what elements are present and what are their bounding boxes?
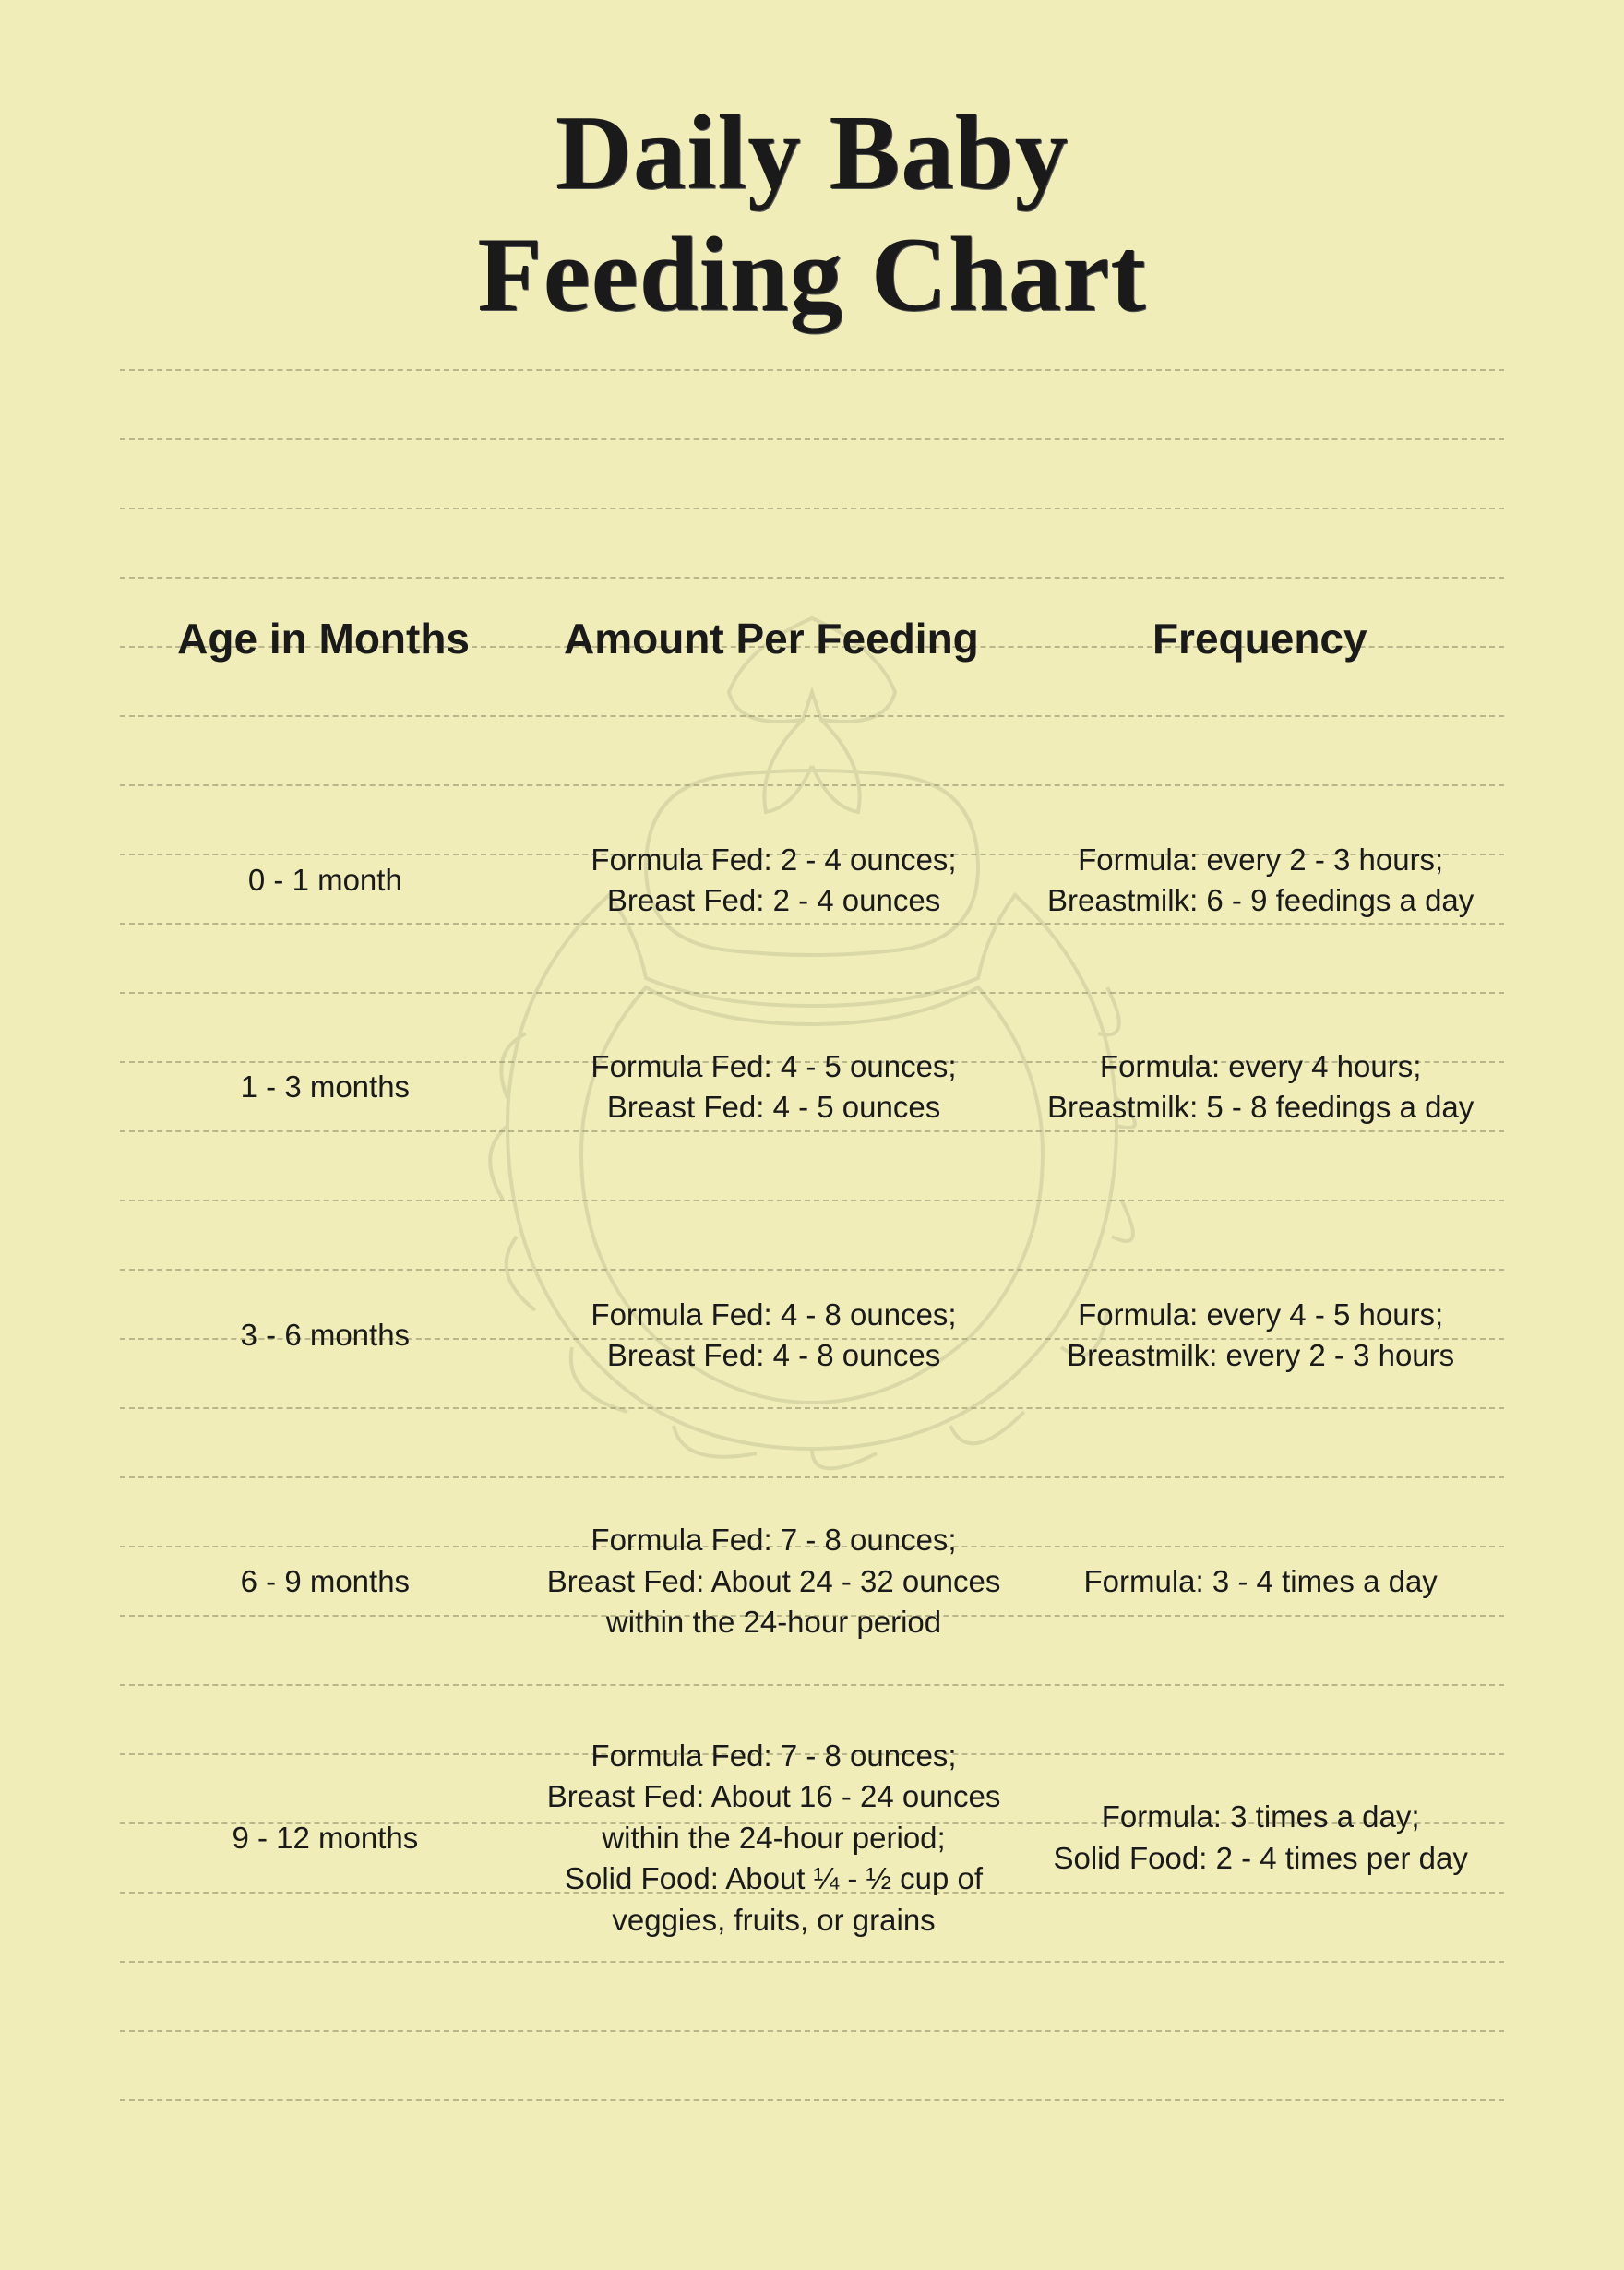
- table-header: Age in Months Amount Per Feeding Frequen…: [120, 614, 1504, 664]
- table-row: 1 - 3 monthsFormula Fed: 4 - 5 ounces;Br…: [120, 1046, 1504, 1129]
- cell-age: 6 - 9 months: [120, 1561, 531, 1603]
- cell-frequency: Formula: every 4 hours;Breastmilk: 5 - 8…: [1017, 1046, 1504, 1129]
- table-row: 3 - 6 monthsFormula Fed: 4 - 8 ounces;Br…: [120, 1295, 1504, 1377]
- ruled-line: [120, 438, 1504, 440]
- cell-frequency: Formula: 3 - 4 times a day: [1017, 1561, 1504, 1603]
- cell-age: 9 - 12 months: [120, 1818, 531, 1859]
- ruled-line: [120, 577, 1504, 579]
- column-header-frequency: Frequency: [1016, 614, 1504, 664]
- table-row: 9 - 12 monthsFormula Fed: 7 - 8 ounces;B…: [120, 1736, 1504, 1941]
- column-header-age: Age in Months: [120, 614, 527, 664]
- ruled-line: [120, 508, 1504, 509]
- ruled-line: [120, 2030, 1504, 2032]
- ruled-line: [120, 1961, 1504, 1963]
- cell-amount: Formula Fed: 7 - 8 ounces;Breast Fed: Ab…: [531, 1520, 1018, 1643]
- cell-amount: Formula Fed: 4 - 5 ounces;Breast Fed: 4 …: [531, 1046, 1018, 1129]
- feeding-table: Age in Months Amount Per Feeding Frequen…: [120, 614, 1504, 1941]
- ruled-line: [120, 369, 1504, 371]
- column-header-amount: Amount Per Feeding: [527, 614, 1015, 664]
- table-row: 6 - 9 monthsFormula Fed: 7 - 8 ounces;Br…: [120, 1520, 1504, 1643]
- cell-age: 1 - 3 months: [120, 1067, 531, 1108]
- ruled-line: [120, 2099, 1504, 2101]
- cell-amount: Formula Fed: 4 - 8 ounces;Breast Fed: 4 …: [531, 1295, 1018, 1377]
- cell-frequency: Formula: every 4 - 5 hours;Breastmilk: e…: [1017, 1295, 1504, 1377]
- page-title: Daily BabyFeeding Chart: [120, 92, 1504, 337]
- cell-age: 0 - 1 month: [120, 860, 531, 902]
- cell-frequency: Formula: 3 times a day;Solid Food: 2 - 4…: [1017, 1797, 1504, 1879]
- table-row: 0 - 1 monthFormula Fed: 2 - 4 ounces;Bre…: [120, 840, 1504, 922]
- cell-frequency: Formula: every 2 - 3 hours;Breastmilk: 6…: [1017, 840, 1504, 922]
- feeding-chart-page: Daily BabyFeeding Chart: [0, 0, 1624, 2270]
- table-body: 0 - 1 monthFormula Fed: 2 - 4 ounces;Bre…: [120, 840, 1504, 1941]
- cell-amount: Formula Fed: 7 - 8 ounces;Breast Fed: Ab…: [531, 1736, 1018, 1941]
- cell-age: 3 - 6 months: [120, 1315, 531, 1356]
- cell-amount: Formula Fed: 2 - 4 ounces;Breast Fed: 2 …: [531, 840, 1018, 922]
